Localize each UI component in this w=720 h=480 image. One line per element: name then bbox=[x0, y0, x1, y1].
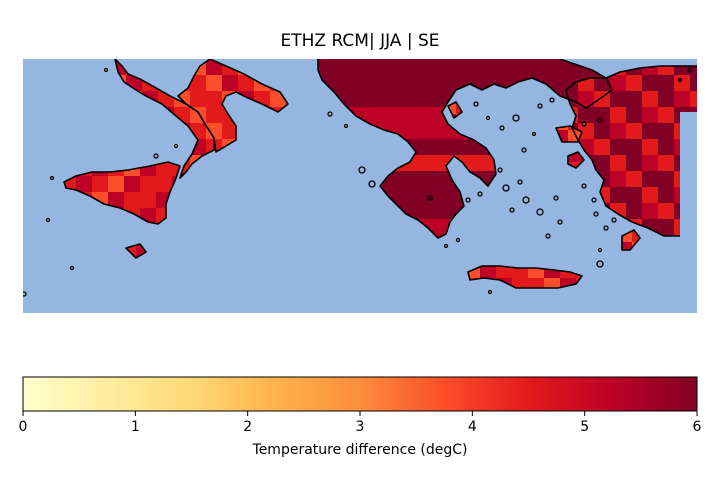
italy-heel-coast bbox=[177, 59, 289, 153]
colorbar-tick-label: 2 bbox=[243, 419, 253, 435]
turkey-coast bbox=[565, 65, 697, 237]
colorbar bbox=[22, 376, 698, 412]
colorbar-tick-label: 0 bbox=[18, 419, 28, 435]
colorbar-tick-label: 6 bbox=[692, 419, 702, 435]
colorbar-label: Temperature difference (degC) bbox=[252, 442, 468, 458]
coastlines bbox=[23, 59, 697, 297]
colorbar-tick-label: 1 bbox=[130, 419, 140, 435]
small-islands bbox=[23, 67, 693, 297]
colorbar-tick-label: 4 bbox=[467, 419, 477, 435]
balkans-coast bbox=[317, 59, 613, 239]
italy-coast bbox=[114, 59, 215, 179]
island-coasts bbox=[125, 101, 641, 259]
colorbar-tick-label: 5 bbox=[580, 419, 590, 435]
map-title: ETHZ RCM| JJA | SE bbox=[280, 31, 440, 51]
sicily-coast bbox=[63, 161, 181, 225]
colorbar-tick-label: 3 bbox=[355, 419, 365, 435]
colorbar-ticks bbox=[22, 411, 698, 416]
crete-coast bbox=[467, 265, 583, 289]
